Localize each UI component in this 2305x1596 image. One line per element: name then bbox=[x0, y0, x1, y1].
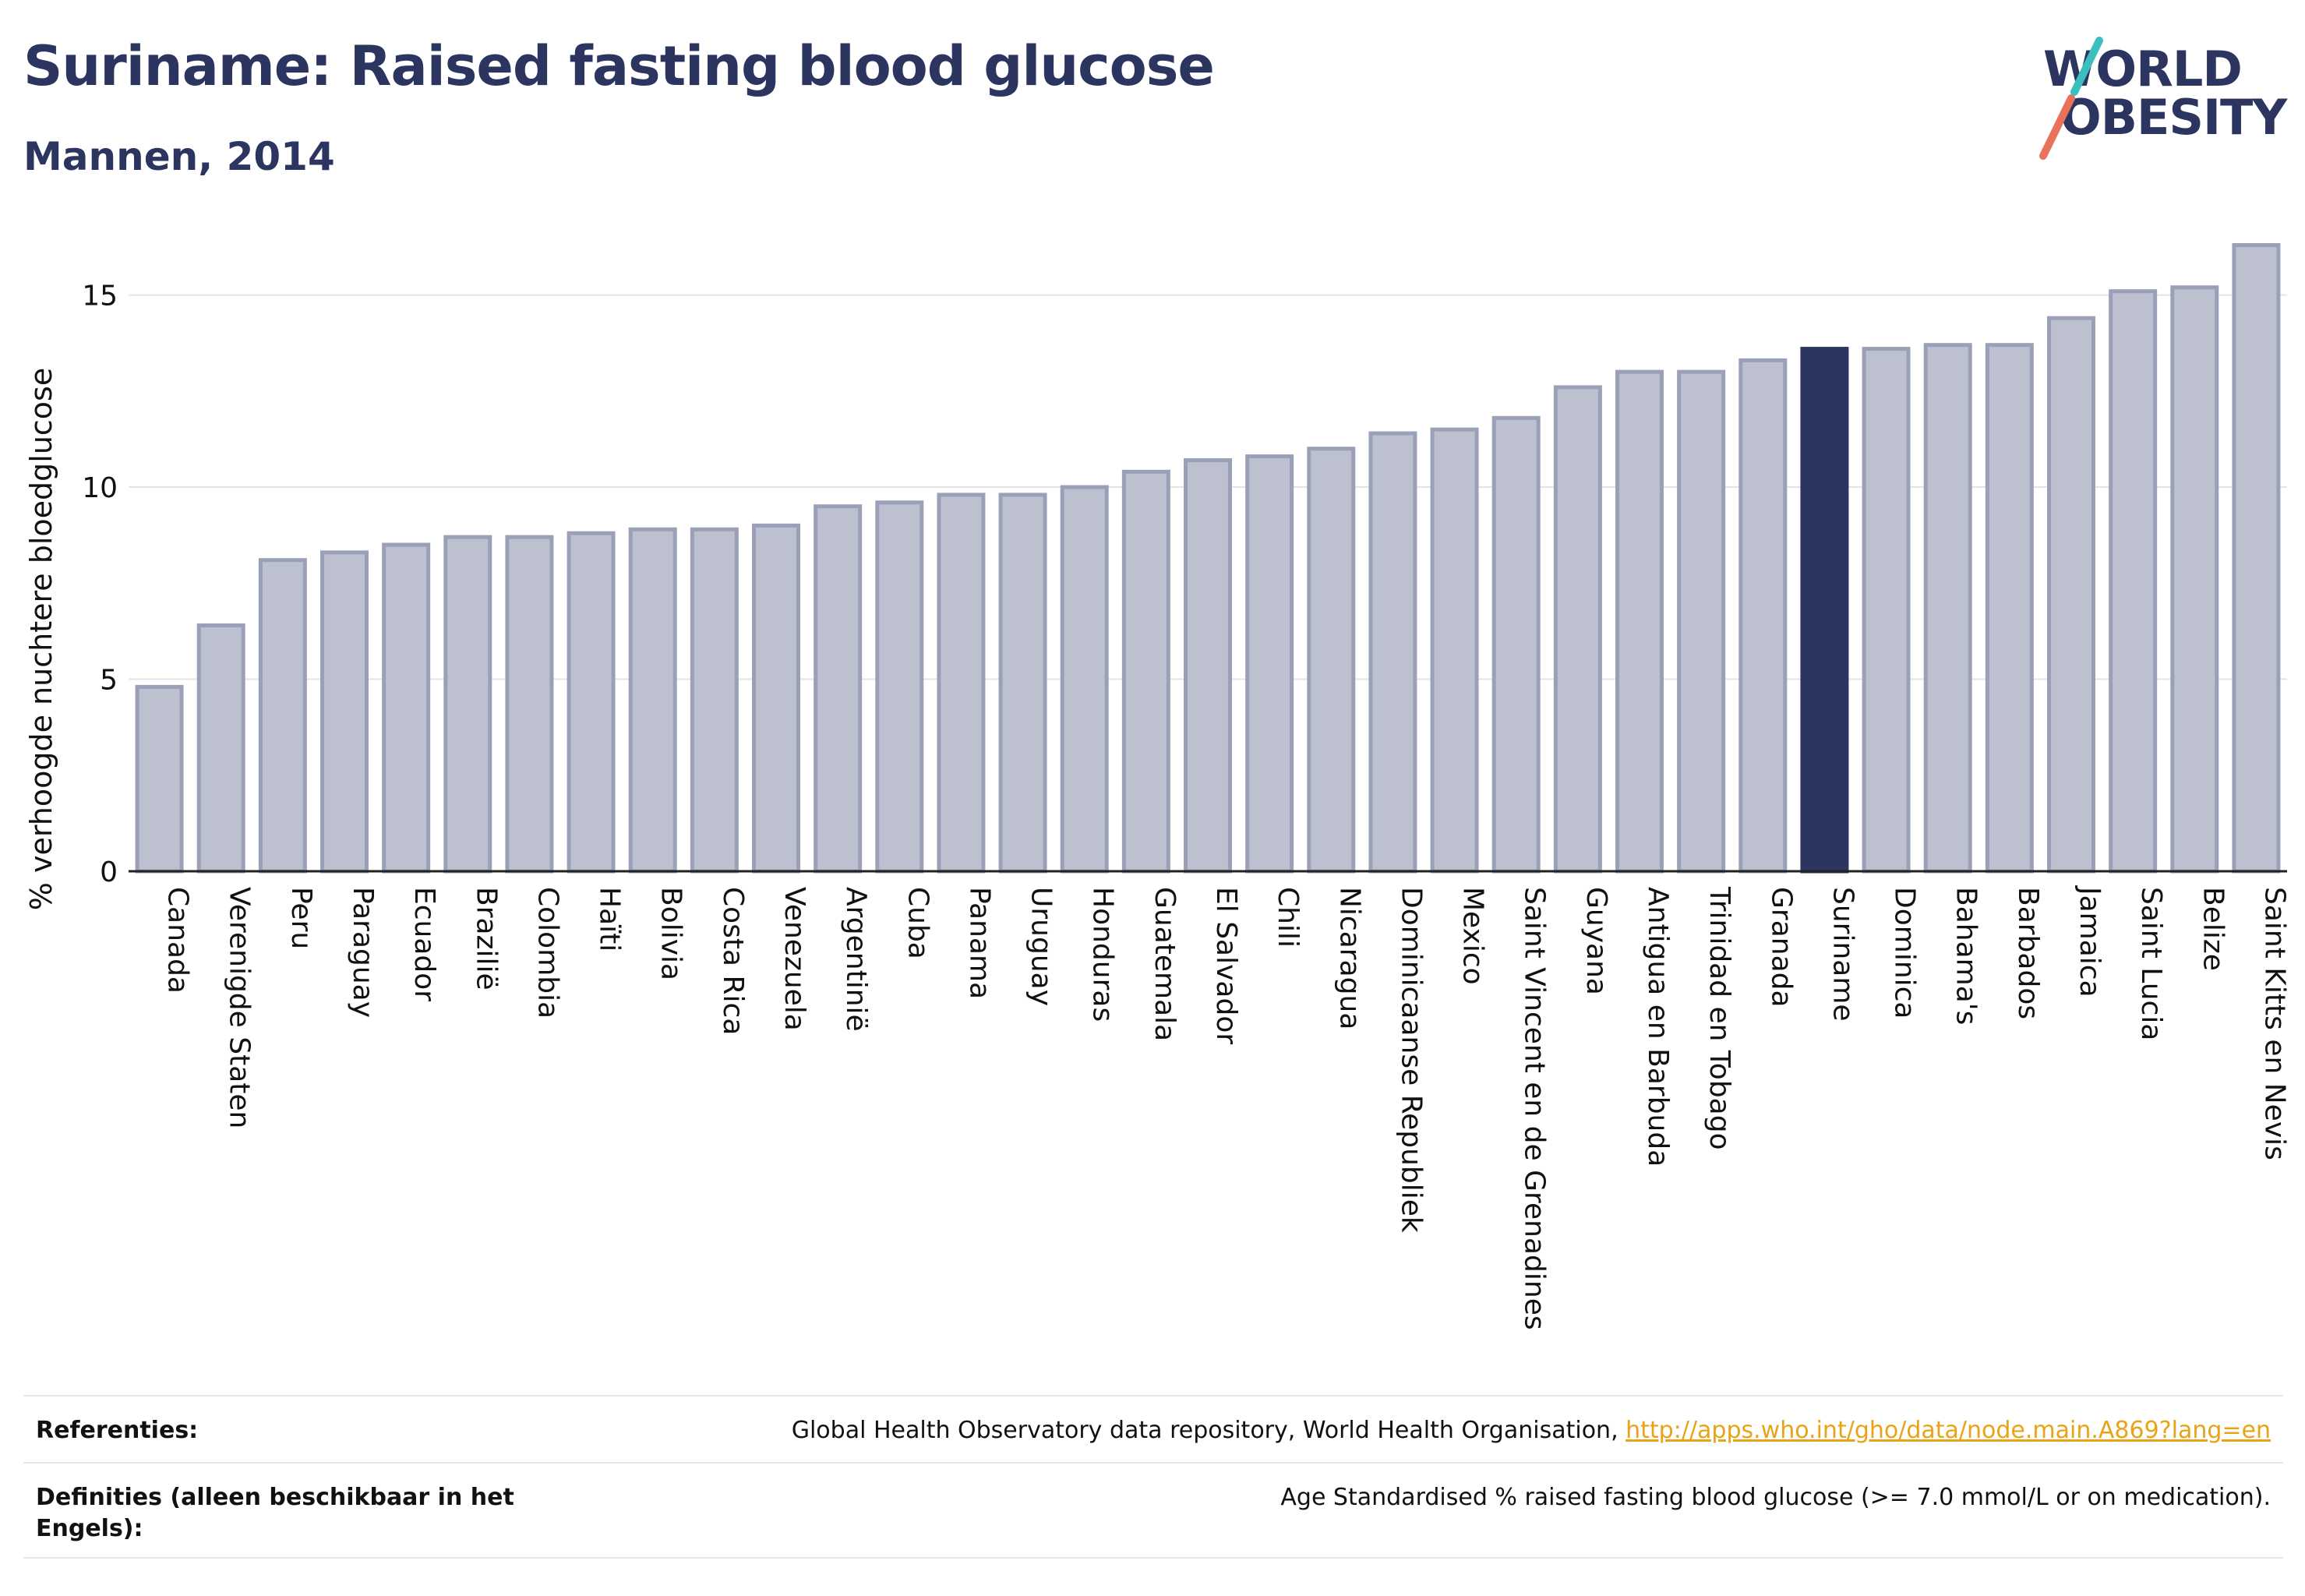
bar-el-salvador bbox=[1184, 458, 1232, 874]
bar-saint-lucia bbox=[2109, 289, 2158, 874]
x-tick-label: Saint Vincent en de Grenadines bbox=[1519, 887, 1551, 1330]
y-tick-label: 15 bbox=[82, 281, 118, 312]
bar-nicaragua bbox=[1307, 447, 1356, 874]
x-tick-label: Peru bbox=[285, 887, 317, 949]
x-tick-label: Trinidad en Tobago bbox=[1703, 886, 1735, 1150]
x-tick-label: Ecuador bbox=[408, 887, 440, 1001]
bar-guyana bbox=[1553, 385, 1602, 874]
page-subtitle: Mannen, 2014 bbox=[23, 134, 335, 179]
x-tick-label: Saint Kitts en Nevis bbox=[2258, 887, 2290, 1160]
bar-honduras bbox=[1060, 485, 1109, 874]
x-tick-label: Guyana bbox=[1580, 887, 1612, 995]
bar-argentini- bbox=[814, 504, 863, 874]
y-tick-label: 0 bbox=[100, 856, 118, 888]
bar-bolivia bbox=[628, 527, 677, 874]
logo-line-2: OBESITY bbox=[2060, 89, 2287, 146]
x-tick-label: Nicaragua bbox=[1333, 887, 1365, 1029]
logo-slash-icon bbox=[2039, 37, 2103, 160]
axes: 0 5 10 15 Canada Verenigde Staten Peru Paraguay… bbox=[82, 281, 2290, 1330]
references-table: Referenties: Global Health Observatory d… bbox=[23, 1395, 2283, 1559]
bar-ecuador bbox=[382, 542, 431, 874]
bar-cuba bbox=[875, 500, 924, 874]
x-tick-label: Argentinië bbox=[840, 887, 872, 1032]
x-tick-label: Venezuela bbox=[778, 887, 810, 1031]
bar-uruguay bbox=[998, 493, 1047, 874]
bar-dominicaanse-republiek bbox=[1368, 431, 1417, 874]
references-label: Referenties: bbox=[36, 1417, 199, 1444]
x-tick-label: Chili bbox=[1272, 887, 1304, 948]
bar-mexico bbox=[1430, 427, 1479, 874]
x-tick-label: Antigua en Barbuda bbox=[1642, 887, 1674, 1167]
x-tick-label: Bahama's bbox=[1950, 887, 1982, 1025]
bar-granada bbox=[1738, 358, 1788, 874]
bar-peru bbox=[258, 558, 307, 874]
definitions-row: Definities (alleen beschikbaar in het En… bbox=[23, 1462, 2283, 1559]
y-axis-label: % verhoogde nuchtere bloedglucose bbox=[24, 368, 58, 910]
x-tick-label: Canada bbox=[162, 887, 194, 994]
bar-barbados bbox=[1985, 343, 2034, 874]
x-tick-label: Suriname bbox=[1827, 887, 1858, 1022]
bar-ha-ti bbox=[567, 531, 616, 874]
x-tick-label: Jamaica bbox=[2074, 885, 2106, 998]
bar-saint-kitts-en-nevis bbox=[2232, 243, 2281, 874]
bar-trinidad-en-tobago bbox=[1677, 369, 1726, 874]
x-tick-label: Saint Lucia bbox=[2135, 887, 2167, 1040]
bar-saint-vincent-en-de-grenadines bbox=[1491, 415, 1541, 874]
bar-antigua-en-barbuda bbox=[1615, 369, 1664, 874]
references-link[interactable]: http://apps.who.int/gho/data/node.main.A… bbox=[1626, 1417, 2271, 1444]
x-tick-label: Mexico bbox=[1457, 887, 1489, 985]
x-tick-label: Colombia bbox=[531, 887, 563, 1019]
bar-brazili- bbox=[443, 535, 492, 874]
bar-colombia bbox=[505, 535, 554, 874]
bar-verenigde-staten bbox=[196, 623, 245, 874]
x-tick-label: Barbados bbox=[2012, 887, 2044, 1019]
bar-guatemala bbox=[1121, 469, 1170, 874]
bar-paraguay bbox=[320, 550, 369, 874]
x-tick-label: Costa Rica bbox=[717, 887, 749, 1035]
x-tick-label: Belize bbox=[2197, 887, 2229, 971]
bar-panama bbox=[937, 493, 986, 874]
x-tick-label: Dominicaanse Republiek bbox=[1395, 887, 1427, 1233]
references-text: Global Health Observatory data repositor… bbox=[791, 1417, 1626, 1444]
x-tick-label: Brazilië bbox=[470, 887, 502, 990]
bar-chili bbox=[1245, 454, 1294, 874]
page-title: Suriname: Raised fasting blood glucose bbox=[23, 34, 1215, 98]
x-tick-label: Granada bbox=[1765, 887, 1797, 1008]
bar-bahama-s bbox=[1923, 343, 1972, 874]
bar-jamaica bbox=[2047, 316, 2095, 874]
x-tick-label: Dominica bbox=[1889, 887, 1921, 1019]
x-tick-label: El Salvador bbox=[1210, 887, 1242, 1044]
x-tick-label: Bolivia bbox=[655, 887, 687, 980]
references-value: Global Health Observatory data repositor… bbox=[792, 1396, 2283, 1446]
x-tick-label: Panama bbox=[963, 887, 995, 999]
x-tick-label: Paraguay bbox=[347, 887, 379, 1018]
y-tick-label: 5 bbox=[100, 665, 118, 697]
bar-belize bbox=[2170, 285, 2219, 874]
bar-dominica bbox=[1862, 347, 1911, 874]
bar-suriname bbox=[1800, 347, 1849, 874]
bar-canada bbox=[135, 684, 184, 874]
bar-chart: 0 5 10 15 Canada Verenigde Staten Peru Paraguay… bbox=[24, 243, 2290, 1330]
x-tick-label: Haïti bbox=[594, 887, 626, 952]
world-obesity-logo: WORLD OBESITY bbox=[2026, 23, 2287, 164]
bars bbox=[135, 243, 2281, 874]
references-row: Referenties: Global Health Observatory d… bbox=[23, 1395, 2283, 1462]
x-tick-label: Verenigde Staten bbox=[224, 887, 256, 1128]
definitions-label: Definities (alleen beschikbaar in het En… bbox=[36, 1484, 514, 1542]
bar-venezuela bbox=[752, 523, 800, 874]
x-tick-label: Guatemala bbox=[1149, 887, 1181, 1041]
x-tick-label: Honduras bbox=[1087, 887, 1119, 1022]
definitions-value: Age Standardised % raised fasting blood … bbox=[1280, 1484, 2271, 1511]
bar-costa-rica bbox=[690, 527, 739, 874]
x-tick-label: Uruguay bbox=[1025, 887, 1057, 1006]
x-tick-label: Cuba bbox=[902, 887, 934, 959]
y-tick-label: 10 bbox=[82, 472, 118, 504]
